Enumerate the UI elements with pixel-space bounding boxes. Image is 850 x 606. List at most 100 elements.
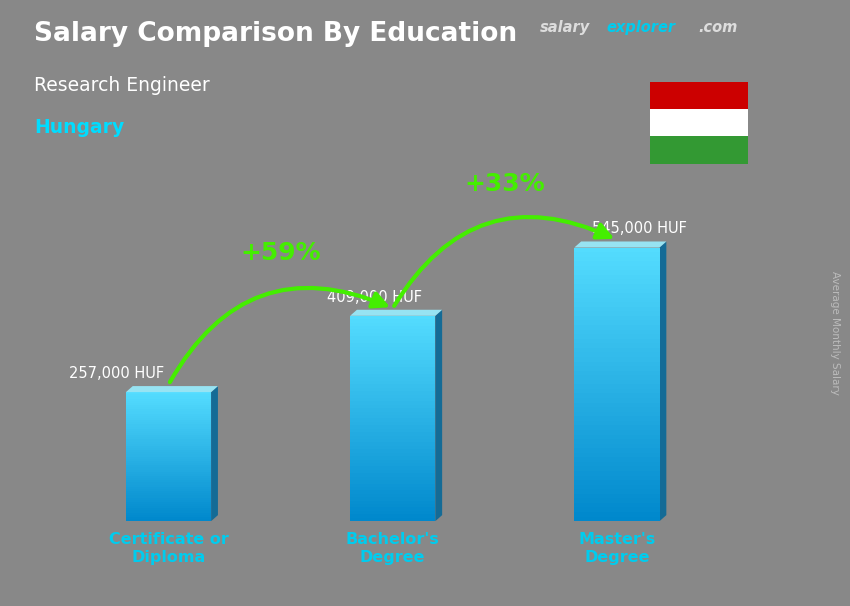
Bar bbox=[575, 330, 660, 334]
Bar bbox=[126, 489, 211, 491]
Polygon shape bbox=[660, 241, 666, 521]
Bar bbox=[575, 261, 660, 266]
Bar bbox=[575, 448, 660, 453]
Bar bbox=[575, 366, 660, 371]
Bar bbox=[126, 433, 211, 435]
Text: Salary Comparison By Education: Salary Comparison By Education bbox=[34, 21, 517, 47]
Bar bbox=[126, 487, 211, 489]
Bar bbox=[575, 307, 660, 311]
Bar bbox=[350, 316, 435, 319]
Bar bbox=[575, 362, 660, 366]
Bar bbox=[350, 442, 435, 446]
Bar bbox=[575, 284, 660, 288]
Bar bbox=[350, 347, 435, 350]
Bar bbox=[350, 494, 435, 497]
Bar bbox=[575, 467, 660, 471]
Bar bbox=[126, 444, 211, 446]
Bar bbox=[350, 425, 435, 429]
Bar bbox=[350, 497, 435, 501]
Bar bbox=[575, 471, 660, 476]
Bar bbox=[575, 476, 660, 480]
Bar bbox=[650, 136, 748, 164]
Bar bbox=[126, 424, 211, 427]
Bar bbox=[350, 453, 435, 456]
Bar bbox=[350, 463, 435, 467]
Bar bbox=[350, 330, 435, 333]
Polygon shape bbox=[435, 310, 442, 521]
Bar bbox=[575, 393, 660, 398]
Bar bbox=[575, 275, 660, 279]
Bar bbox=[575, 384, 660, 389]
Bar bbox=[126, 513, 211, 514]
Bar bbox=[126, 439, 211, 442]
Bar bbox=[350, 439, 435, 442]
Bar bbox=[126, 450, 211, 452]
Bar bbox=[126, 416, 211, 418]
Bar bbox=[575, 498, 660, 503]
Bar bbox=[575, 256, 660, 261]
Bar bbox=[126, 407, 211, 409]
Bar bbox=[126, 435, 211, 438]
Bar bbox=[126, 500, 211, 502]
Bar bbox=[126, 476, 211, 478]
Bar bbox=[350, 353, 435, 357]
Bar bbox=[575, 407, 660, 411]
Bar bbox=[126, 422, 211, 424]
Bar bbox=[350, 395, 435, 398]
Bar bbox=[575, 458, 660, 462]
Bar bbox=[126, 457, 211, 459]
Bar bbox=[126, 414, 211, 416]
Bar bbox=[575, 480, 660, 485]
Polygon shape bbox=[126, 386, 218, 392]
Bar bbox=[575, 302, 660, 307]
Bar bbox=[350, 336, 435, 340]
Bar bbox=[350, 419, 435, 422]
Bar bbox=[126, 504, 211, 506]
Bar bbox=[350, 364, 435, 367]
Bar bbox=[575, 439, 660, 444]
Bar bbox=[575, 348, 660, 353]
Bar bbox=[575, 266, 660, 270]
Bar bbox=[575, 334, 660, 339]
Bar bbox=[126, 465, 211, 467]
Bar bbox=[126, 395, 211, 396]
Bar bbox=[126, 485, 211, 487]
Bar bbox=[126, 396, 211, 399]
Bar bbox=[126, 427, 211, 428]
Bar bbox=[575, 252, 660, 256]
Bar bbox=[350, 511, 435, 514]
Text: Research Engineer: Research Engineer bbox=[34, 76, 210, 95]
Bar bbox=[350, 422, 435, 425]
Bar bbox=[575, 357, 660, 362]
Bar bbox=[575, 380, 660, 384]
Bar bbox=[575, 398, 660, 402]
Text: Hungary: Hungary bbox=[34, 118, 124, 137]
Bar bbox=[350, 432, 435, 436]
Bar bbox=[126, 401, 211, 403]
Text: 545,000 HUF: 545,000 HUF bbox=[592, 221, 687, 236]
Bar bbox=[350, 456, 435, 459]
Bar bbox=[126, 399, 211, 401]
Bar bbox=[350, 398, 435, 401]
Bar bbox=[575, 375, 660, 380]
Bar bbox=[126, 452, 211, 454]
Bar bbox=[126, 392, 211, 395]
Bar bbox=[126, 474, 211, 476]
Bar bbox=[126, 459, 211, 461]
Text: +59%: +59% bbox=[241, 241, 321, 265]
Bar bbox=[350, 401, 435, 405]
Bar bbox=[126, 498, 211, 500]
Bar bbox=[350, 391, 435, 395]
Bar bbox=[126, 420, 211, 422]
Bar bbox=[350, 518, 435, 521]
Bar bbox=[575, 339, 660, 343]
Bar bbox=[575, 316, 660, 321]
Text: explorer: explorer bbox=[607, 20, 676, 35]
Text: .com: .com bbox=[699, 20, 738, 35]
Bar bbox=[350, 322, 435, 326]
Bar bbox=[126, 519, 211, 521]
Bar bbox=[126, 467, 211, 470]
Bar bbox=[575, 353, 660, 357]
Bar bbox=[350, 370, 435, 374]
Text: Average Monthly Salary: Average Monthly Salary bbox=[830, 271, 840, 395]
